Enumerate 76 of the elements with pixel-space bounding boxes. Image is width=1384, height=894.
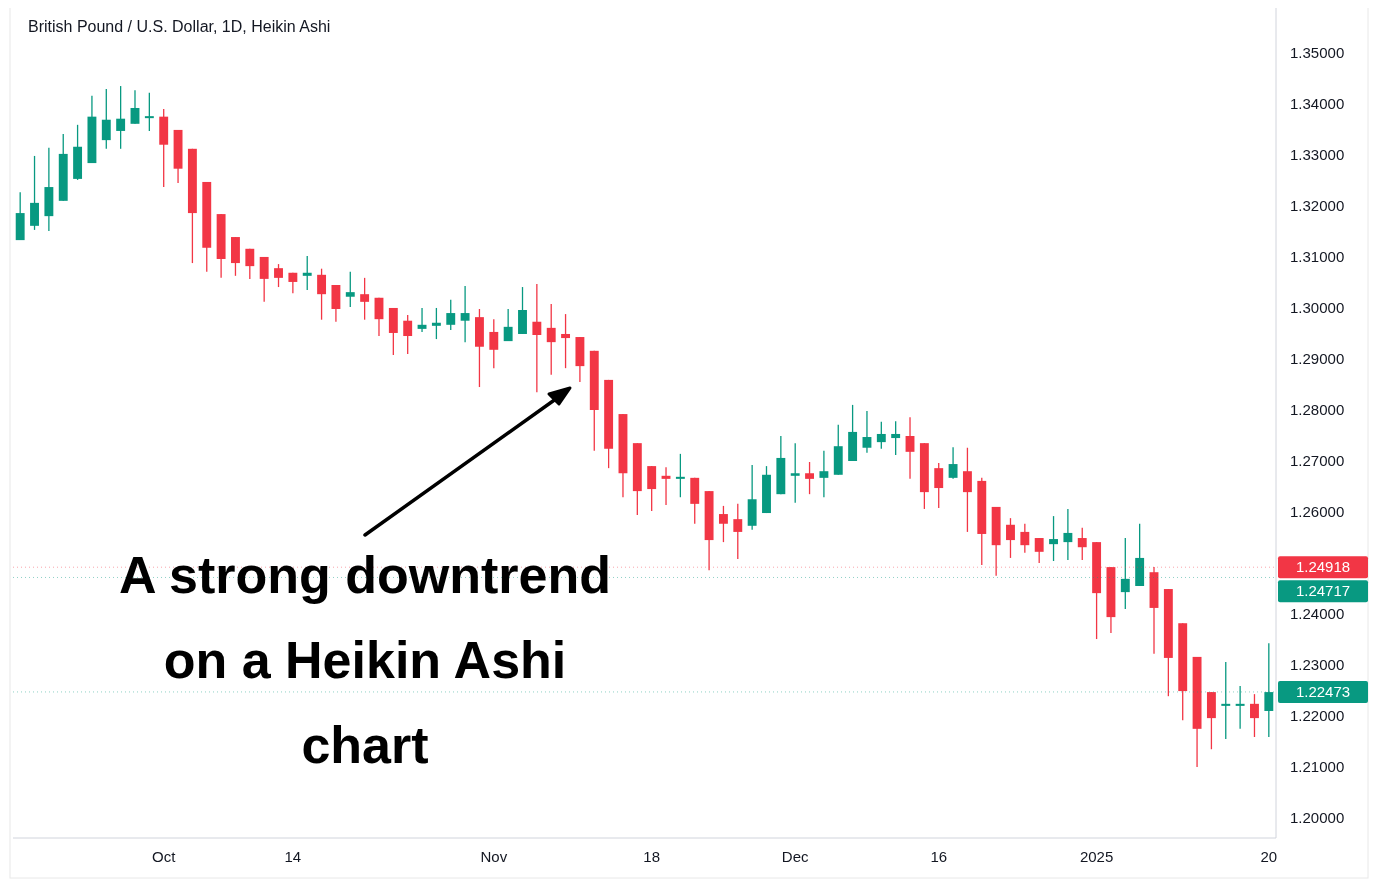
candlestick [431,307,441,340]
ref-line-label: 1.24918 [1295,558,1351,576]
y-tick-label: 1.24000 [1290,605,1345,623]
candlestick [1250,693,1259,738]
candlestick [862,410,872,454]
candlestick [1077,527,1087,561]
candlestick [1020,523,1030,554]
y-tick-label: 1.34000 [1290,95,1345,113]
candlestick [130,89,140,125]
candlestick [274,263,283,288]
candlestick [518,286,527,335]
x-tick-label: 2025 [1079,848,1114,865]
y-tick-label: 1.26000 [1290,503,1345,521]
candlestick [101,88,111,150]
y-tick-label: 1.23000 [1290,656,1345,674]
y-tick-label: 1.27000 [1290,452,1345,470]
y-tick-label: 1.30000 [1290,299,1345,317]
candlestick [934,462,944,509]
candlestick [675,453,685,498]
x-tick-label: 18 [643,848,661,865]
candlestick [819,450,829,498]
x-tick-label: 20 [1260,848,1278,865]
candlestick [532,283,542,393]
candlestick [403,314,413,355]
candlestick [1221,661,1231,740]
y-tick-label: 1.22000 [1290,707,1345,725]
x-tick-label: Oct [152,848,177,865]
candlestick [905,416,915,480]
y-tick-label: 1.33000 [1290,146,1345,164]
candlestick [1034,537,1044,564]
annotation: A strong downtrend on a Heikin Ashi chart [118,546,612,774]
candlestick [331,284,341,323]
x-tick-label: 14 [284,848,302,865]
candlestick [790,442,800,504]
candlestick [30,155,39,231]
candlestick [876,421,886,450]
candlestick [1049,515,1058,562]
candlestick [503,308,513,342]
candlestick [489,318,499,369]
candlestick [1063,508,1073,561]
candlestick [647,465,657,512]
y-tick-label: 1.31000 [1290,248,1345,266]
candlestick [948,446,958,480]
candlestick [317,268,327,321]
text: British Pound / U.S. Dollar, 1D, Heikin Ashi [28,18,331,35]
y-tick-label: 1.21000 [1290,758,1345,776]
candlestick [962,447,972,533]
candlestick [1235,685,1245,730]
y-tick-label: 1.35000 [1290,44,1345,62]
candlestick [1120,537,1130,610]
x-tick-label: 16 [930,848,948,865]
candlestick [345,271,355,308]
y-tick-label: 1.32000 [1290,197,1345,215]
candlestick [561,313,571,369]
candlestick [891,420,901,456]
candlestick [460,285,470,343]
candlestick [546,303,556,376]
candlestick [144,92,154,132]
x-tick-label: Nov [480,848,508,865]
y-tick-label: 1.20000 [1290,809,1345,827]
candlestick [302,255,312,291]
candlestick [805,461,814,495]
candlestick [733,503,743,560]
candlestick [360,277,370,321]
ref-line-label: 1.22473 [1295,683,1351,701]
candlestick [1006,517,1015,559]
x-tick-label: Dec [781,848,810,865]
ref-line-label: 1.24717 [1295,582,1351,600]
y-tick-label: 1.28000 [1290,401,1345,419]
candlestick [116,85,126,150]
candlestick [245,248,255,280]
candlestick [259,256,269,303]
candlestick [446,299,456,331]
candlestick [1264,642,1274,738]
y-tick-label: 1.29000 [1290,350,1345,368]
candlestick [718,505,728,543]
